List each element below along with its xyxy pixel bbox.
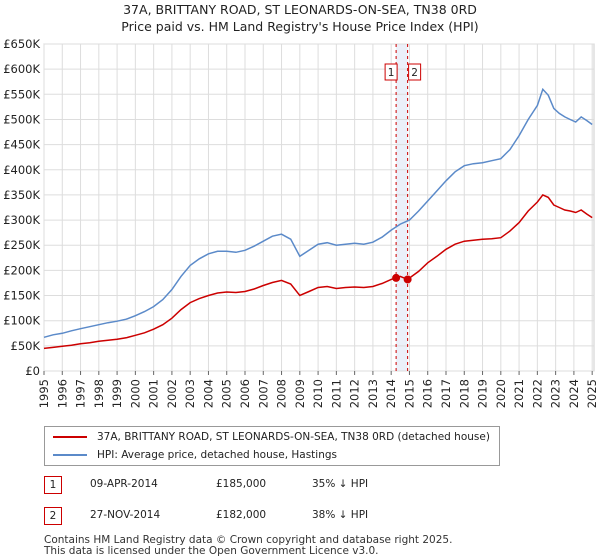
x-tick-label: 2018 [457,379,471,408]
legend-item-red: 37A, BRITTANY ROAD, ST LEONARDS-ON-SEA, … [53,429,490,445]
footer-licence: This data is licensed under the Open Gov… [44,545,379,557]
x-tick-label: 2013 [366,379,380,408]
transaction-marker: 2 [44,507,62,525]
x-tick-label: 2019 [476,379,490,408]
x-tick-label: 2010 [311,379,325,408]
transaction-hpi: 38% ↓ HPI [312,509,369,521]
sale-point [403,275,412,284]
x-tick-label: 2015 [402,379,416,408]
transaction-row: 1 09-APR-2014 £185,000 35% ↓ HPI [44,476,584,496]
x-tick-label: 2008 [275,379,289,408]
x-tick-label: 2014 [384,379,398,408]
sale-point [392,273,401,282]
x-tick-label: 1999 [110,379,124,408]
x-tick-label: 2006 [238,379,252,408]
x-tick-label: 2004 [201,379,215,408]
y-tick-label: £450K [3,138,40,152]
x-tick-label: 2001 [147,379,161,408]
y-tick-label: £0 [25,364,40,378]
sale-label: 2 [411,67,418,79]
plot-area [43,43,595,372]
x-tick-label: 1995 [37,379,51,408]
legend-blue-swatch [53,454,87,456]
chart-title-line1: 37A, BRITTANY ROAD, ST LEONARDS-ON-SEA, … [123,2,477,17]
x-tick-label: 2025 [585,379,599,408]
y-tick-label: £500K [3,112,40,126]
transaction-hpi: 35% ↓ HPI [312,478,369,490]
y-tick-label: £350K [3,188,40,202]
x-tick-label: 2021 [512,379,526,408]
legend-red-label: 37A, BRITTANY ROAD, ST LEONARDS-ON-SEA, … [97,431,490,443]
x-tick-label: 2017 [439,379,453,408]
x-tick-label: 2000 [128,379,142,408]
legend-item-blue: HPI: Average price, detached house, Hast… [53,447,337,463]
y-tick-label: £250K [3,238,40,252]
footer-copyright: Contains HM Land Registry data © Crown c… [44,534,453,546]
sale-label: 1 [388,67,395,79]
y-tick-label: £400K [3,163,40,177]
chart-title-line2: Price paid vs. HM Land Registry's House … [121,19,479,34]
y-tick-label: £600K [3,62,40,76]
x-tick-label: 2007 [256,379,270,408]
x-tick-label: 2011 [329,379,343,408]
property-series-line [43,193,593,350]
x-tick-label: 2002 [165,379,179,408]
price-chart: £0 £50K £100K £150K £200K £250K £300K £350K £400… [3,37,599,408]
legend: 37A, BRITTANY ROAD, ST LEONARDS-ON-SEA, … [44,426,500,466]
highlight-band [396,44,408,371]
y-tick-label: £200K [3,263,40,277]
y-tick-label: £50K [11,339,41,353]
x-tick-label: 1996 [55,379,69,408]
y-tick-label: £650K [3,37,40,51]
x-tick-label: 2022 [530,379,544,408]
legend-blue-label: HPI: Average price, detached house, Hast… [97,449,337,461]
transaction-marker: 1 [44,476,62,494]
x-tick-label: 1998 [92,379,106,408]
x-tick-label: 2003 [183,379,197,408]
x-tick-label: 2024 [567,379,581,408]
hpi-series-line [43,87,593,339]
x-tick-label: 2012 [348,379,362,408]
sale-label-box [408,63,422,81]
y-tick-label: £550K [3,87,40,101]
y-tick-label: £300K [3,213,40,227]
x-tick-label: 1997 [74,379,88,408]
transaction-price: £182,000 [216,509,267,521]
sale-label-box [384,63,398,81]
transaction-row: 2 27-NOV-2014 £182,000 38% ↓ HPI [44,507,584,527]
x-tick-label: 2009 [293,379,307,408]
x-tick-label: 2016 [421,379,435,408]
transaction-price: £185,000 [216,478,267,490]
legend-red-swatch [53,436,87,438]
transaction-date: 09-APR-2014 [90,478,158,490]
x-tick-label: 2020 [494,379,508,408]
x-tick-label: 2023 [549,379,563,408]
transaction-date: 27-NOV-2014 [90,509,161,521]
y-tick-label: £150K [3,289,40,303]
x-tick-label: 2005 [220,379,234,408]
y-tick-label: £100K [3,314,40,328]
